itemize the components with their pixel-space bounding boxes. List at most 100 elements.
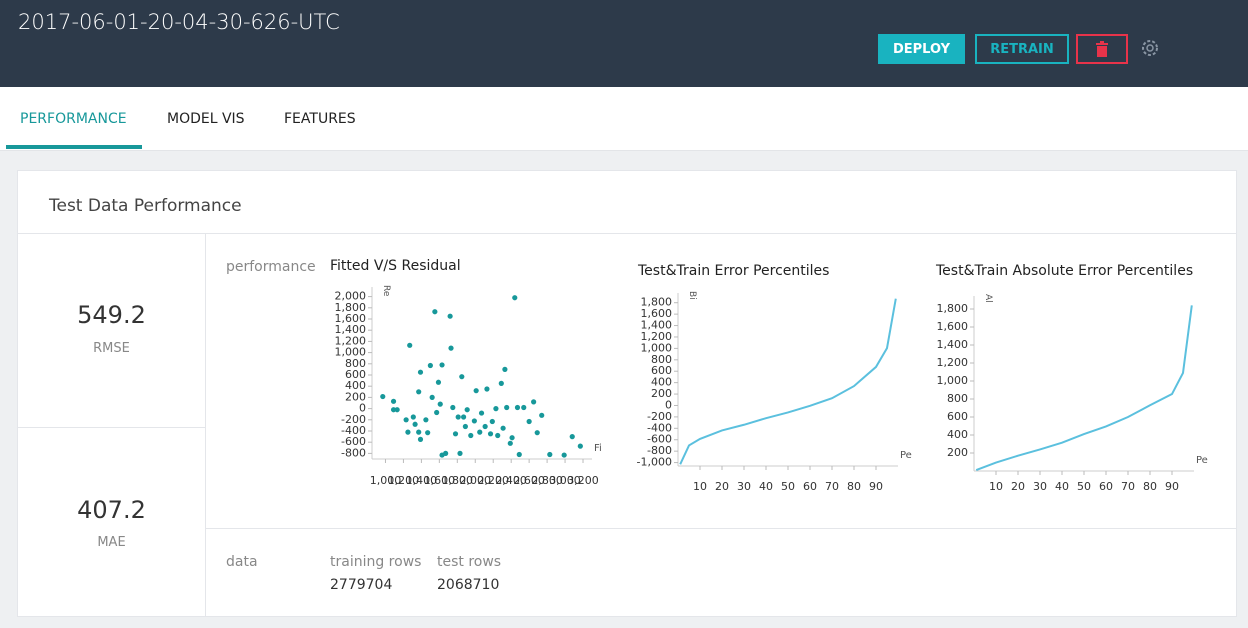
x-tick-label: 70 <box>1121 480 1135 493</box>
run-title: 2017-06-01-20-04-30-626-UTC <box>18 10 340 34</box>
y-tick-label: -200 <box>341 413 366 426</box>
chart-title: Fitted V/S Residual <box>330 258 461 274</box>
point <box>390 407 397 413</box>
y-tick-label: 200 <box>345 390 366 403</box>
x-axis-label: Pe <box>1196 455 1208 466</box>
x-tick-label: 70 <box>825 480 839 493</box>
point <box>459 374 465 380</box>
tab-underline <box>6 145 142 149</box>
y-axis-label: Re <box>381 285 391 297</box>
point <box>495 432 501 439</box>
x-tick-label: 60 <box>803 480 817 493</box>
point <box>493 406 499 412</box>
point <box>502 366 508 372</box>
x-tick-label: 90 <box>869 480 883 493</box>
tab[interactable]: PERFORMANCE <box>20 111 127 127</box>
stat-label: training rows <box>330 554 422 570</box>
y-tick-label: -800 <box>647 444 672 457</box>
x-tick-label: 20 <box>715 480 729 493</box>
point <box>439 362 445 368</box>
point <box>489 418 495 425</box>
y-tick-label: 1,000 <box>937 374 969 387</box>
x-tick-label: 1,800 <box>442 474 474 487</box>
point <box>407 342 413 348</box>
point <box>462 423 468 430</box>
metric-label: RMSE <box>93 341 130 356</box>
point <box>531 399 537 405</box>
point <box>427 362 433 369</box>
x-tick-label: 2,600 <box>513 474 545 487</box>
deploy-button[interactable]: DEPLOY <box>878 34 965 64</box>
x-tick-label: 40 <box>1055 480 1069 493</box>
point <box>435 379 442 385</box>
x-axis-label: Pe <box>900 450 912 461</box>
divider <box>18 427 205 428</box>
x-tick-label: 1,400 <box>406 474 438 487</box>
tab[interactable]: FEATURES <box>284 111 356 127</box>
x-tick-label: 50 <box>1077 480 1091 493</box>
y-tick-label: 1,600 <box>641 307 673 320</box>
settings-icon[interactable] <box>1140 38 1160 58</box>
y-tick-label: 1,200 <box>937 356 969 369</box>
x-tick-label: 30 <box>1033 480 1047 493</box>
point <box>452 431 459 437</box>
x-tick-label: 2,200 <box>477 474 509 487</box>
x-tick-label: 50 <box>781 480 795 493</box>
point <box>410 414 416 420</box>
point <box>478 410 485 416</box>
tab-bar: PERFORMANCE MODEL VIS FEATURES <box>0 87 1248 151</box>
y-tick-label: -400 <box>341 424 366 437</box>
point <box>534 430 540 436</box>
x-tick-label: 3,000 <box>549 474 581 487</box>
y-tick-label: 200 <box>947 446 968 459</box>
chart: Test&Train Error Percentiles Bi Pe 1,8001,6… <box>637 263 912 493</box>
x-tick-label: 80 <box>1143 480 1157 493</box>
tab[interactable]: MODEL VIS <box>167 111 245 127</box>
y-tick-label: 600 <box>947 410 968 423</box>
delete-button[interactable] <box>1076 34 1128 64</box>
point <box>484 386 490 392</box>
point <box>516 451 522 458</box>
y-tick-label: -600 <box>647 433 672 446</box>
x-tick-label: 2,800 <box>531 474 563 487</box>
trash-icon <box>1096 41 1108 57</box>
point <box>437 401 443 407</box>
x-tick-label: 20 <box>1011 480 1025 493</box>
x-tick-label: 3,200 <box>567 474 599 487</box>
y-tick-label: 1,400 <box>335 323 367 336</box>
card-title: Test Data Performance <box>49 196 242 216</box>
point <box>417 369 424 375</box>
retrain-button[interactable]: RETRAIN <box>975 34 1069 64</box>
chart-title: Test&Train Error Percentiles <box>637 263 829 279</box>
point <box>457 450 463 456</box>
y-tick-label: 1,400 <box>641 319 673 332</box>
y-tick-label: 1,800 <box>937 302 969 315</box>
point <box>443 450 449 456</box>
point <box>569 434 575 440</box>
point <box>504 404 510 411</box>
y-tick-label: -400 <box>647 421 672 434</box>
y-tick-label: -800 <box>341 446 366 459</box>
y-tick-label: 400 <box>947 428 968 441</box>
point <box>434 409 440 416</box>
y-tick-label: -200 <box>647 410 672 423</box>
y-tick-label: 1,000 <box>335 346 367 359</box>
point <box>405 429 411 435</box>
point <box>416 429 422 435</box>
y-tick-label: 1,800 <box>641 296 673 309</box>
stat-label: test rows <box>437 554 502 570</box>
y-tick-label: 800 <box>345 357 366 370</box>
y-tick-label: 600 <box>345 368 366 381</box>
y-tick-label: 1,600 <box>937 320 969 333</box>
point <box>473 388 479 394</box>
point <box>521 404 527 411</box>
x-tick-label: 40 <box>759 480 773 493</box>
point <box>450 404 456 411</box>
metric-label: MAE <box>97 535 126 550</box>
y-tick-label: 1,200 <box>335 334 367 347</box>
point <box>577 443 583 449</box>
point <box>507 440 513 446</box>
metric-value: 549.2 <box>77 301 146 329</box>
point <box>500 425 506 431</box>
